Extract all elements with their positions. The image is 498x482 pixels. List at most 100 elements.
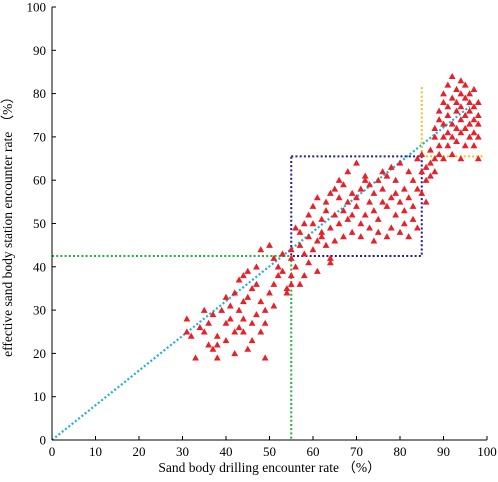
- data-point: [383, 172, 391, 179]
- data-point: [340, 233, 347, 240]
- data-point: [231, 350, 239, 357]
- data-point: [396, 228, 404, 235]
- data-point: [422, 176, 430, 183]
- data-point: [213, 341, 221, 348]
- data-point: [374, 176, 382, 183]
- data-point: [261, 306, 269, 313]
- data-point: [444, 111, 452, 118]
- data-point: [387, 194, 395, 201]
- data-point: [474, 111, 482, 118]
- data-point: [348, 189, 356, 196]
- data-point: [414, 185, 421, 192]
- x-tick-label: 50: [263, 444, 276, 459]
- data-point: [470, 142, 478, 149]
- data-point: [400, 207, 408, 214]
- data-point: [361, 172, 369, 179]
- data-point: [218, 306, 226, 313]
- data-point: [348, 211, 356, 218]
- data-point: [370, 189, 378, 196]
- data-point: [322, 207, 330, 214]
- data-point: [309, 220, 317, 227]
- data-point: [457, 129, 465, 136]
- data-point: [457, 155, 465, 162]
- data-point: [409, 176, 417, 183]
- data-point: [453, 124, 460, 131]
- data-point: [322, 241, 330, 248]
- data-point: [279, 267, 286, 274]
- data-point: [409, 202, 417, 209]
- y-tick-label: 20: [33, 346, 46, 361]
- data-point: [448, 150, 456, 157]
- data-point: [287, 246, 295, 253]
- data-point: [331, 211, 339, 218]
- data-point: [340, 181, 347, 188]
- data-point: [457, 103, 465, 110]
- data-point: [470, 103, 478, 110]
- x-tick-label: 20: [133, 444, 146, 459]
- data-point: [374, 215, 382, 222]
- data-point: [296, 228, 304, 235]
- data-point: [396, 198, 404, 205]
- y-tick-label: 0: [40, 433, 47, 448]
- data-point: [240, 298, 247, 305]
- y-tick-label: 10: [33, 389, 46, 404]
- y-axis-ticks: 0 10 20 30 40 50 60 70 80 90 100: [27, 0, 56, 448]
- data-point: [200, 306, 208, 313]
- data-point: [287, 280, 295, 287]
- data-point: [335, 194, 343, 201]
- data-point: [209, 345, 217, 352]
- data-point: [296, 241, 304, 248]
- data-point: [470, 85, 478, 92]
- data-point: [248, 337, 256, 344]
- data-point: [444, 81, 452, 88]
- data-point: [327, 189, 334, 196]
- data-point: [357, 185, 365, 192]
- data-point: [379, 185, 386, 192]
- data-point: [370, 237, 378, 244]
- data-point: [418, 150, 426, 157]
- data-point: [327, 259, 334, 266]
- data-point: [431, 155, 439, 162]
- data-point: [444, 103, 452, 110]
- y-tick-label: 60: [33, 173, 46, 188]
- data-point: [461, 124, 469, 131]
- data-point: [335, 220, 343, 227]
- data-point: [235, 306, 243, 313]
- data-point: [318, 233, 326, 240]
- data-point: [453, 98, 460, 105]
- data-point: [370, 207, 378, 214]
- data-point: [287, 272, 295, 279]
- data-point: [318, 228, 326, 235]
- data-point: [461, 142, 469, 149]
- data-point: [357, 233, 365, 240]
- data-point: [322, 198, 330, 205]
- data-point: [427, 159, 434, 166]
- data-point: [361, 211, 369, 218]
- x-tick-label: 80: [394, 444, 407, 459]
- data-point: [213, 354, 221, 361]
- data-point: [366, 198, 373, 205]
- data-point: [466, 90, 473, 97]
- data-point: [392, 176, 400, 183]
- data-point: [466, 120, 473, 127]
- data-point: [418, 168, 426, 175]
- data-point: [313, 267, 321, 274]
- data-point: [453, 85, 460, 92]
- data-point: [335, 176, 343, 183]
- data-point: [405, 168, 413, 175]
- data-point: [200, 328, 208, 335]
- data-point: [261, 354, 269, 361]
- y-axis-title: effective sand body station encounter ra…: [0, 90, 15, 357]
- data-point: [235, 324, 243, 331]
- data-point: [366, 224, 373, 231]
- x-tick-label: 40: [220, 444, 233, 459]
- data-point: [405, 233, 413, 240]
- x-tick-label: 70: [350, 444, 363, 459]
- data-point: [474, 98, 482, 105]
- y-tick-label: 90: [33, 43, 46, 58]
- data-point: [440, 90, 447, 97]
- data-point: [353, 159, 360, 166]
- data-point: [327, 224, 334, 231]
- data-point: [279, 250, 286, 257]
